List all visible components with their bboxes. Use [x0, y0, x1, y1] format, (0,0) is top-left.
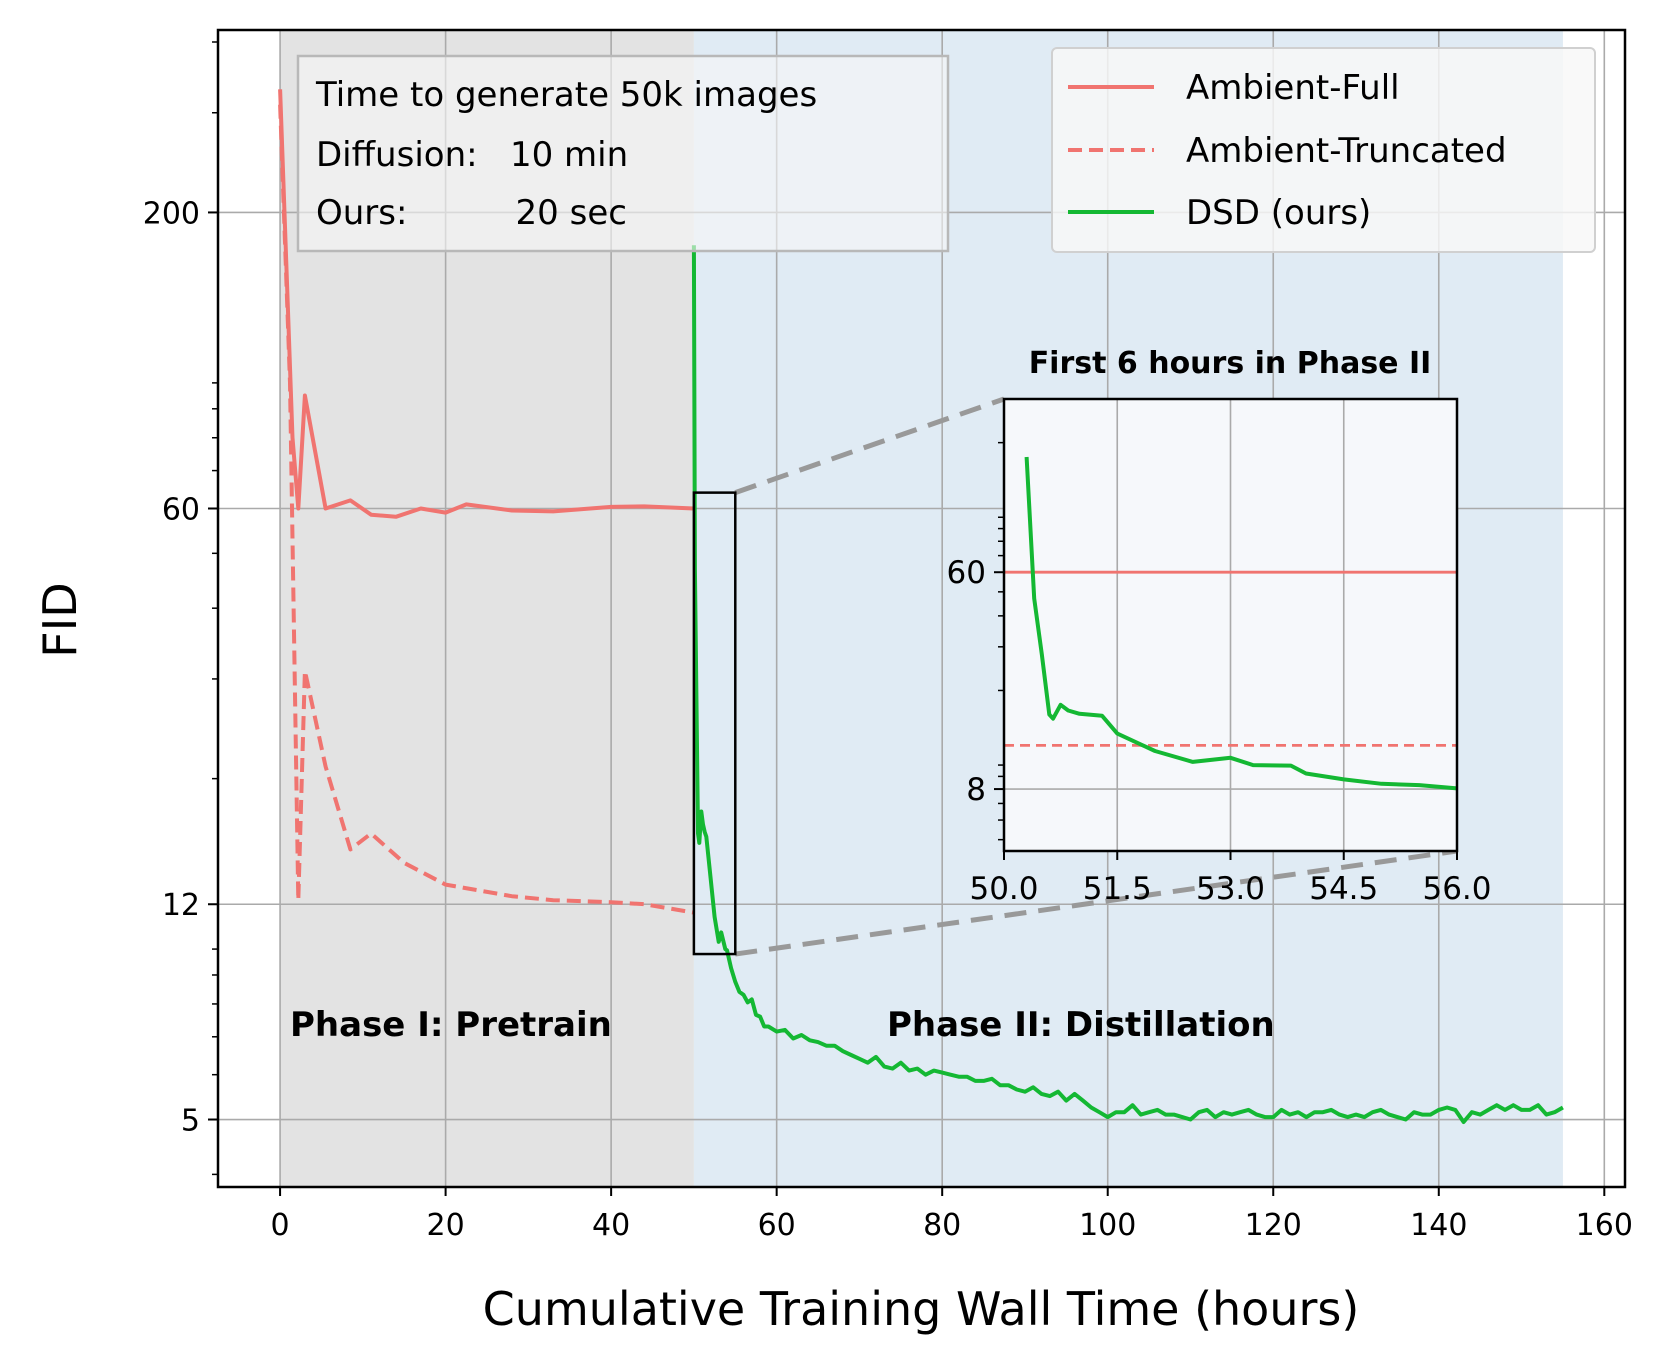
x-tick-label-140: 140 [1410, 1208, 1467, 1243]
zoom-rectangle [692, 491, 737, 956]
phase-2-label: Phase II: Distillation [887, 1005, 1275, 1045]
info-line-3: Ours: 20 sec [316, 193, 627, 233]
zoom-connector-bottom [734, 848, 1458, 957]
x-tick-label-100: 100 [1079, 1208, 1136, 1243]
main-series [278, 89, 1564, 1124]
legend-label-dsd: DSD (ours) [1186, 193, 1371, 233]
inset-x-tick-label: 56.0 [1422, 871, 1491, 907]
phase-1-label: Phase I: Pretrain [290, 1005, 612, 1045]
y-tick-label-5: 5 [181, 1104, 200, 1139]
inset-x-tick-label: 53.0 [1196, 871, 1265, 907]
x-tick-label-160: 160 [1576, 1208, 1633, 1243]
y-axis-title: FID [33, 582, 87, 657]
info-line-2: Diffusion: 10 min [316, 135, 628, 175]
zoom-connector-top [734, 396, 1005, 495]
y-tick-label-12: 12 [162, 888, 200, 923]
series-line-dsd-ours [691, 245, 1564, 1124]
y-tick-label-200: 200 [143, 196, 200, 231]
inset-x-tick-label: 51.5 [1083, 871, 1152, 907]
series-line-ambient-truncated [278, 104, 695, 915]
x-tick-label-0: 0 [271, 1208, 290, 1243]
inset-series-line-dsd-ours [1024, 456, 1458, 791]
y-tick-label-60: 60 [162, 492, 200, 527]
inset-x-tick-label: 54.5 [1309, 871, 1378, 907]
x-tick-label-20: 20 [427, 1208, 465, 1243]
inset-ticks: 50.0 51.5 53.0 54.5 56.0 8 60 [947, 441, 1492, 907]
x-tick-label-60: 60 [758, 1208, 796, 1243]
inset-x-tick-label: 50.0 [969, 871, 1038, 907]
inset-y-tick-label-60: 60 [947, 555, 986, 591]
legend-frame [1051, 47, 1596, 253]
x-tick-label-80: 80 [923, 1208, 961, 1243]
inset-title: First 6 hours in Phase II [1029, 346, 1432, 381]
inset-series [1004, 456, 1458, 791]
inset-chart: 50.0 51.5 53.0 54.5 56.0 8 60 First 6 hours in… [947, 346, 1492, 907]
series-line-ambient-full [278, 89, 694, 519]
legend-label-ambient-truncated: Ambient-Truncated [1186, 131, 1507, 171]
zoom-indicator [692, 396, 1458, 957]
inset-y-tick-label-8: 8 [966, 772, 986, 808]
legend: Ambient-Full Ambient-Truncated DSD (ours… [1051, 47, 1596, 253]
legend-label-ambient-full: Ambient-Full [1186, 68, 1400, 108]
info-box-frame [296, 54, 950, 253]
x-axis-title: Cumulative Training Wall Time (hours) [483, 1282, 1360, 1336]
main-ticks: 0 20 40 60 80 100 120 140 160 5 12 60 200 [143, 41, 1633, 1243]
info-box: Time to generate 50k images Diffusion: 1… [296, 54, 950, 253]
x-tick-label-40: 40 [592, 1208, 630, 1243]
info-line-1: Time to generate 50k images [315, 75, 817, 115]
x-tick-label-120: 120 [1245, 1208, 1302, 1243]
